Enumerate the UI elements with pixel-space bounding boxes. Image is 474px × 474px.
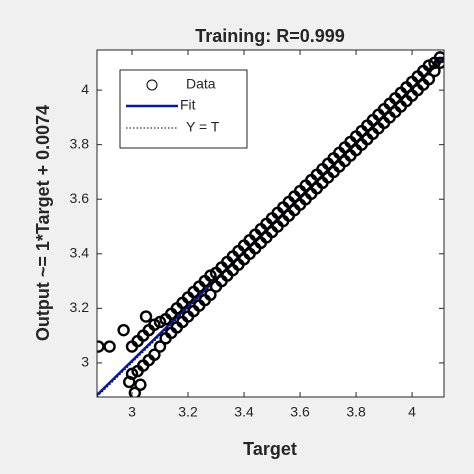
legend-label: Fit [180, 97, 196, 113]
y-tick-label: 4 [81, 81, 89, 97]
x-tick-label: 3.4 [234, 404, 254, 420]
axes-box [96, 49, 445, 398]
data-point [134, 378, 147, 391]
legend-box [119, 69, 248, 149]
plot-area [97, 51, 444, 397]
data-point [148, 348, 161, 361]
data-point [153, 340, 167, 353]
series-line [97, 58, 444, 397]
data-point [139, 310, 153, 323]
data-point [433, 56, 444, 70]
y-tick-label: 3 [81, 354, 89, 370]
y-axis-label: Output ~= 1*Target + 0.0074 [33, 105, 53, 341]
data-point [428, 64, 441, 78]
x-tick-label: 3.2 [178, 404, 198, 420]
x-tick-label: 4 [408, 404, 416, 420]
data-point [123, 375, 136, 389]
data-point [433, 51, 444, 64]
data-point [97, 340, 105, 353]
legend-label: Y = T [186, 119, 220, 135]
data-point [117, 323, 130, 337]
data-point [103, 340, 116, 353]
y-tick-label: 3.4 [70, 244, 90, 260]
x-axis-label: Target [243, 439, 297, 459]
data-point [128, 386, 142, 397]
y-tick-label: 3.6 [70, 190, 90, 206]
chart-title: Training: R=0.999 [195, 26, 345, 46]
legend-marker [146, 79, 158, 91]
x-tick-label: 3 [128, 404, 136, 420]
y-tick-label: 3.8 [70, 135, 90, 151]
y-tick-label: 3.2 [70, 299, 90, 315]
data-point [204, 288, 217, 301]
legend-label: Data [186, 76, 216, 92]
x-tick-label: 3.6 [290, 404, 310, 420]
legend: Data Fit Y = T [119, 69, 248, 149]
x-tick-label: 3.8 [346, 404, 366, 420]
